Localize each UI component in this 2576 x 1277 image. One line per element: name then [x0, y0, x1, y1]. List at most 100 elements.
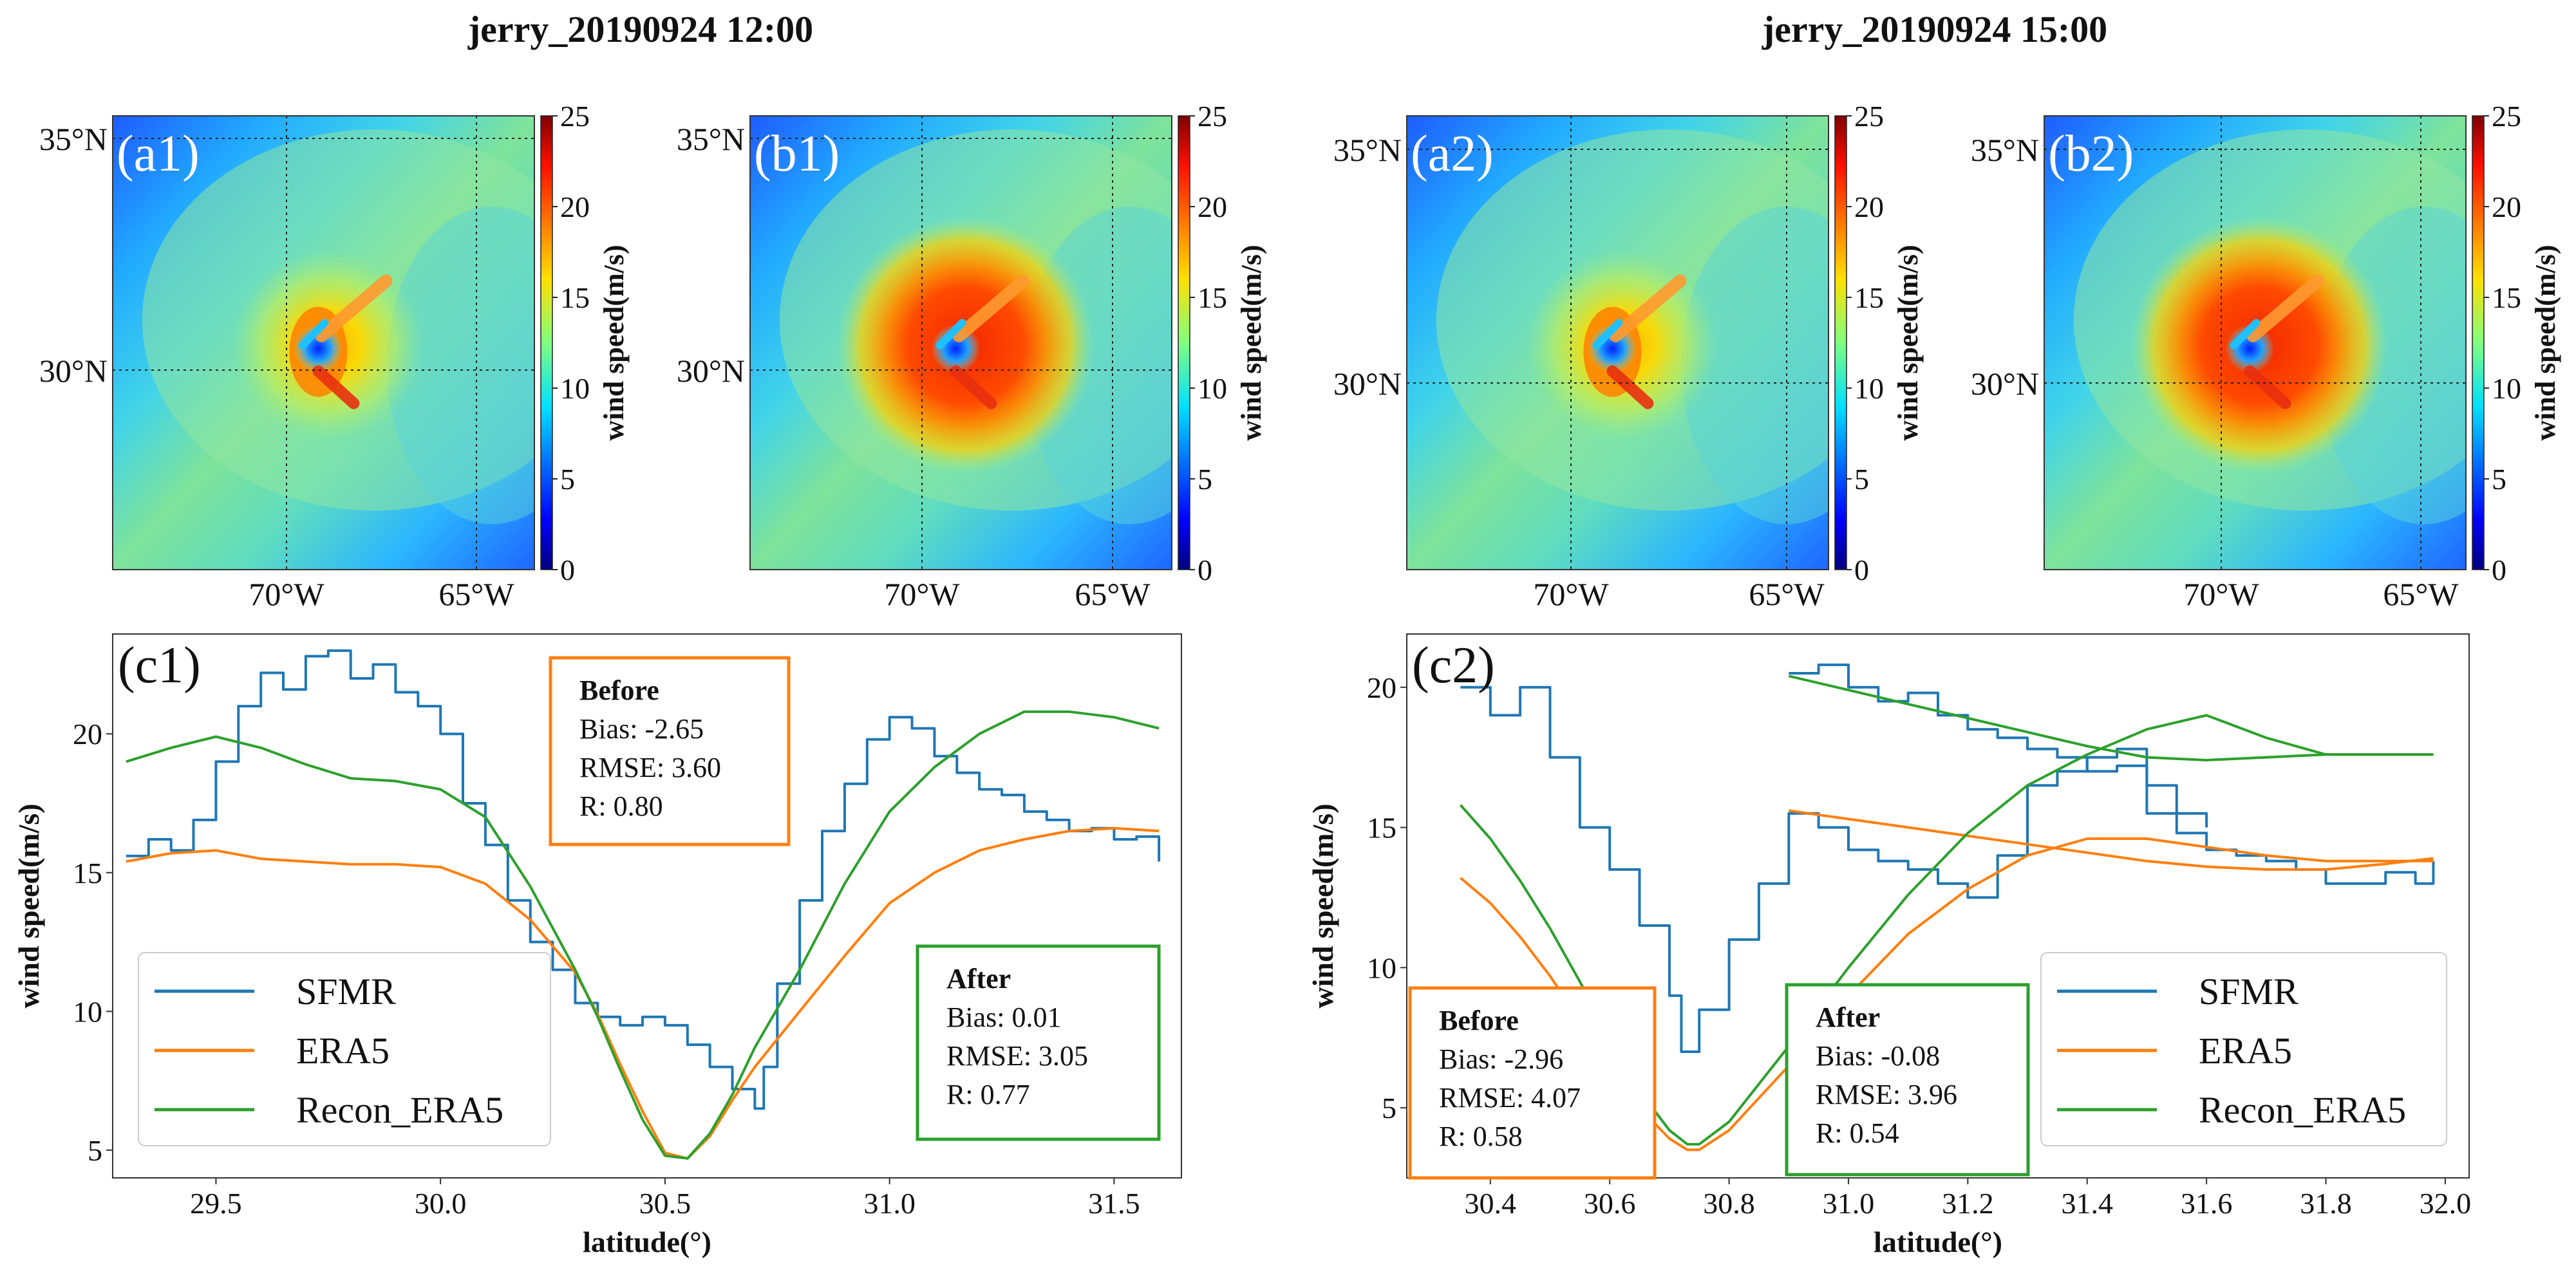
- before-stats-box: [1408, 986, 1657, 1180]
- y-axis-label: wind speed(m/s): [1306, 803, 1339, 1008]
- colorbar-tick-label: 25: [1854, 100, 1884, 133]
- y-axis-label: wind speed(m/s): [12, 803, 45, 1008]
- after-rmse: RMSE: 3.96: [1816, 1079, 1957, 1110]
- colorbar-tick-label: 15: [1854, 281, 1884, 314]
- after-r: R: 0.54: [1816, 1117, 1899, 1149]
- lon-tick-label: 70°W: [249, 576, 324, 612]
- x-tick-label: 30.8: [1703, 1187, 1755, 1220]
- map-panel: (b2)35°N 30°N 70°W 65°W 25 20 15 10 5 0 wind speed…: [1971, 100, 2561, 612]
- before-r: R: 0.58: [1439, 1121, 1523, 1152]
- flight-track: [952, 274, 1030, 342]
- before-rmse: RMSE: 4.07: [1439, 1082, 1581, 1114]
- colorbar-tick-label: 0: [1198, 554, 1212, 586]
- x-tick-label: 30.6: [1584, 1187, 1636, 1220]
- colorbar: [540, 115, 553, 570]
- x-axis-label: latitude(°): [1874, 1226, 2002, 1258]
- map-frame: [112, 115, 535, 570]
- x-tick-label: 31.0: [1823, 1187, 1875, 1220]
- before-rmse: RMSE: 3.60: [579, 752, 721, 783]
- colorbar-tick-label: 10: [560, 372, 590, 405]
- flight-track: [2230, 319, 2261, 350]
- colorbar-label: wind speed(m/s): [1892, 245, 1924, 440]
- title-right: jerry_20190924 15:00: [1762, 8, 2107, 50]
- after-stats-title: After: [1816, 1002, 1880, 1033]
- colorbar-tick-label: 10: [1854, 372, 1884, 405]
- flight-track: [935, 319, 966, 350]
- panel-label: (c2): [1412, 637, 1495, 694]
- legend-box: [138, 952, 551, 1146]
- flight-track: [2244, 365, 2291, 409]
- colorbar-label: wind speed(m/s): [1236, 245, 1267, 440]
- colorbar-tick-label: 25: [560, 100, 590, 133]
- map-panel: (a2)35°N 30°N 70°W 65°W 25 20 15 10 5 0 wind speed…: [1333, 100, 1924, 612]
- colorbar-tick-label: 5: [1854, 463, 1869, 496]
- colorbar-tick-label: 15: [2492, 281, 2521, 314]
- colorbar-tick-label: 5: [560, 463, 575, 496]
- wind-field-east: [1680, 207, 1829, 525]
- map-panel: (a1)35°N 30°N 70°W 65°W 25 20 15 10 5 0 wind speed…: [39, 100, 630, 612]
- series-line-sfmr: [126, 649, 1161, 1110]
- legend-box: [2040, 952, 2447, 1146]
- flight-track: [315, 274, 393, 342]
- flight-track: [1592, 319, 1623, 350]
- lon-tick-label: 70°W: [884, 576, 960, 612]
- flight-track: [298, 319, 329, 350]
- colorbar-tick-label: 0: [560, 554, 575, 586]
- y-tick-label: 5: [88, 1134, 102, 1167]
- wind-field: [113, 116, 534, 570]
- lat-tick-label: 35°N: [1971, 132, 2039, 168]
- x-tick-label: 32.0: [2420, 1187, 2472, 1220]
- panel-label: (c1): [118, 637, 201, 694]
- lon-tick-label: 65°W: [1075, 576, 1151, 612]
- legend-entry: ERA5: [2199, 1030, 2292, 1072]
- colorbar-tick-label: 25: [2492, 100, 2521, 133]
- before-stats-title: Before: [579, 675, 659, 706]
- y-tick-label: 10: [1367, 951, 1396, 984]
- before-bias: Bias: -2.96: [1439, 1043, 1563, 1075]
- after-stats-box: [916, 944, 1161, 1141]
- flight-track: [1609, 274, 1687, 342]
- flight-track: [1606, 365, 1654, 409]
- series-line-recon_era5: [126, 710, 1160, 1160]
- x-tick-label: 30.4: [1465, 1187, 1517, 1220]
- panel-label: (a2): [1411, 126, 1494, 182]
- panel-label: (b2): [2048, 126, 2134, 182]
- colorbar-tick-label: 25: [1198, 100, 1227, 133]
- colorbar-tick-label: 5: [2492, 463, 2506, 496]
- y-tick-label: 20: [73, 718, 102, 750]
- colorbar-tick-label: 15: [1198, 281, 1227, 314]
- flight-track: [2246, 274, 2324, 342]
- y-tick-label: 15: [73, 857, 102, 890]
- lon-tick-label: 65°W: [2383, 576, 2459, 612]
- x-tick-label: 29.5: [190, 1187, 242, 1220]
- colorbar-tick-label: 0: [2492, 554, 2506, 586]
- line-chart-c1: 29.5 30.0 30.5 31.0 31.5 5 10 15 20 latitude(°) wi…: [12, 633, 1182, 1258]
- x-tick-label: 31.8: [2300, 1187, 2352, 1220]
- map-panel: (b1)35°N 30°N 70°W 65°W 25 20 15 10 5 0 wind speed…: [677, 100, 1267, 612]
- wind-field: [1407, 116, 1829, 570]
- line-chart-c2: 30.4 30.6 30.8 31.0 31.2 31.4 31.6 31.8 32.0 5 10 1…: [1306, 633, 2472, 1258]
- colorbar: [1178, 115, 1190, 570]
- colorbar-tick-label: 10: [1198, 372, 1227, 405]
- series-line-sfmr: [1460, 685, 2435, 1053]
- series-line-era5: [126, 826, 1160, 1160]
- colorbar: [1834, 115, 1847, 570]
- panel-label: (a1): [117, 126, 200, 182]
- x-tick-label: 31.2: [1942, 1187, 1994, 1220]
- after-bias: Bias: -0.08: [1816, 1040, 1940, 1072]
- legend-entry: Recon_ERA5: [296, 1089, 503, 1131]
- series-line-recon_era5: [1788, 675, 2434, 761]
- after-stats-title: After: [946, 963, 1011, 994]
- legend-entry: SFMR: [296, 971, 396, 1012]
- legend-entry: SFMR: [2199, 971, 2299, 1012]
- lat-tick-label: 30°N: [677, 353, 745, 389]
- before-stats-box: [549, 656, 791, 846]
- before-r: R: 0.80: [579, 790, 663, 822]
- colorbar-label: wind speed(m/s): [598, 245, 630, 440]
- lat-tick-label: 30°N: [1971, 366, 2039, 402]
- colorbar-tick-label: 15: [560, 281, 590, 314]
- wind-field-east: [386, 207, 534, 525]
- x-tick-label: 31.4: [2061, 1187, 2113, 1220]
- lat-tick-label: 35°N: [39, 121, 108, 157]
